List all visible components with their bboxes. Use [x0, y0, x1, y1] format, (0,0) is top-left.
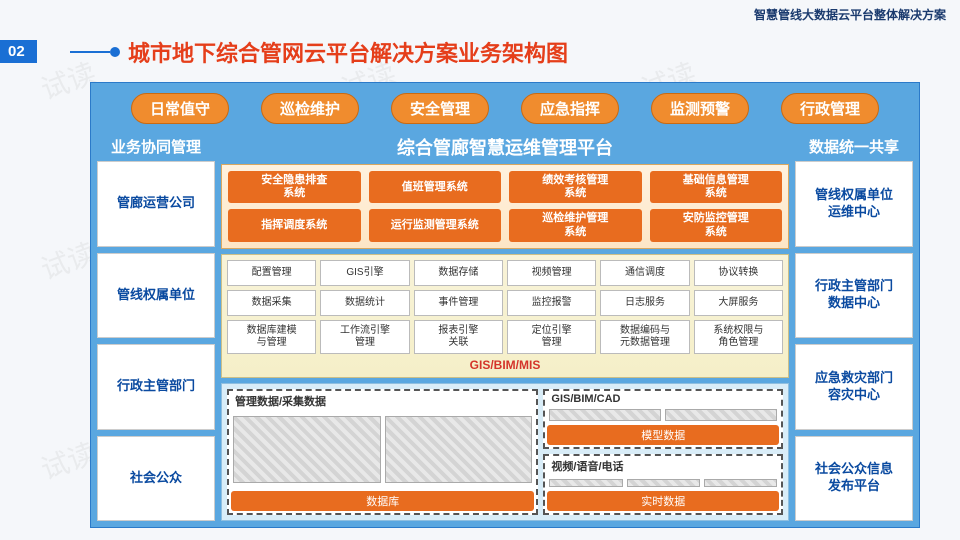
pill-monitor: 监测预警 [651, 93, 749, 124]
mod-location: 定位引擎管理 [507, 320, 596, 354]
mod-report: 报表引擎关联 [414, 320, 503, 354]
realtime-img-3 [704, 479, 777, 487]
realtime-img-2 [627, 479, 700, 487]
mod-monitor-alarm: 监控报警 [507, 290, 596, 316]
mod-event: 事件管理 [414, 290, 503, 316]
mod-config: 配置管理 [227, 260, 316, 286]
pill-safety: 安全管理 [391, 93, 489, 124]
mod-data-storage: 数据存储 [414, 260, 503, 286]
mod-comm-dispatch: 通信调度 [600, 260, 689, 286]
manage-img-1 [233, 416, 381, 483]
mod-auth-role: 系统权限与角色管理 [694, 320, 783, 354]
systems-box: 安全隐患排查系统 值班管理系统 绩效考核管理系统 基础信息管理系统 指挥调度系统… [221, 164, 789, 249]
page-title: 城市地下综合管网云平台解决方案业务架构图 [128, 36, 568, 68]
sys-dispatch: 指挥调度系统 [228, 209, 361, 241]
panel-manage-body [229, 411, 536, 489]
data-sources-box: GIS/BIM/CAD 模型数据 管理数据/采集数据 数据库 [221, 383, 789, 521]
title-row: 城市地下综合管网云平台解决方案业务架构图 [70, 36, 940, 68]
mod-video: 视频管理 [507, 260, 596, 286]
sys-operation-monitor: 运行监测管理系统 [369, 209, 502, 241]
right-header: 数据统一共享 [795, 132, 913, 161]
sys-duty: 值班管理系统 [369, 171, 502, 203]
pill-daily: 日常值守 [131, 93, 229, 124]
pill-emergency: 应急指挥 [521, 93, 619, 124]
left-box-3: 行政主管部门 [97, 344, 215, 430]
center-title: 综合管廊智慧运维管理平台 [221, 132, 789, 164]
top-pill-row: 日常值守 巡检维护 安全管理 应急指挥 监测预警 行政管理 [97, 89, 913, 132]
model-img-1 [549, 409, 661, 420]
left-box-4: 社会公众 [97, 436, 215, 522]
sys-inspection-maint: 巡检维护管理系统 [509, 209, 642, 241]
title-line [70, 51, 110, 53]
header-subtitle: 智慧管线大数据云平台整体解决方案 [754, 6, 946, 23]
mod-gis-engine: GIS引擎 [320, 260, 409, 286]
mod-workflow: 工作流引擎管理 [320, 320, 409, 354]
architecture-diagram: 日常值守 巡检维护 安全管理 应急指挥 监测预警 行政管理 业务协同管理 管廊运… [90, 82, 920, 528]
sys-performance: 绩效考核管理系统 [509, 171, 642, 203]
mod-data-stat: 数据统计 [320, 290, 409, 316]
center-column: 综合管廊智慧运维管理平台 安全隐患排查系统 值班管理系统 绩效考核管理系统 基础… [221, 132, 789, 521]
mod-protocol: 协议转换 [694, 260, 783, 286]
systems-row-1: 安全隐患排查系统 值班管理系统 绩效考核管理系统 基础信息管理系统 [228, 171, 782, 203]
modules-box: 配置管理 GIS引擎 数据存储 视频管理 通信调度 协议转换 数据采集 数据统计… [221, 254, 789, 378]
mod-log: 日志服务 [600, 290, 689, 316]
right-box-4: 社会公众信息发布平台 [795, 436, 913, 522]
left-column: 业务协同管理 管廊运营公司 管线权属单位 行政主管部门 社会公众 [97, 132, 215, 521]
pill-inspection: 巡检维护 [261, 93, 359, 124]
left-box-1: 管廊运营公司 [97, 161, 215, 247]
mod-bigscreen: 大屏服务 [694, 290, 783, 316]
panel-realtime-footer: 实时数据 [547, 491, 779, 511]
panel-realtime-body [545, 476, 781, 489]
right-box-3: 应急救灾部门容灾中心 [795, 344, 913, 430]
sys-baseinfo: 基础信息管理系统 [650, 171, 783, 203]
modules-grid: 配置管理 GIS引擎 数据存储 视频管理 通信调度 协议转换 数据采集 数据统计… [227, 260, 783, 354]
panel-realtime-title: 视频/语音/电话 [545, 456, 781, 476]
title-dot [110, 47, 120, 57]
right-box-2: 行政主管部门数据中心 [795, 253, 913, 339]
left-header: 业务协同管理 [97, 132, 215, 161]
model-img-2 [665, 409, 777, 420]
pill-admin: 行政管理 [781, 93, 879, 124]
gis-bim-mis-label: GIS/BIM/MIS [227, 358, 783, 372]
panel-model-title: GIS/BIM/CAD [545, 391, 781, 407]
manage-img-2 [385, 416, 533, 483]
sys-safety-hazard: 安全隐患排查系统 [228, 171, 361, 203]
panel-model-footer: 模型数据 [547, 425, 779, 445]
sys-security-monitor: 安防监控管理系统 [650, 209, 783, 241]
left-box-2: 管线权属单位 [97, 253, 215, 339]
panel-manage-footer: 数据库 [231, 491, 534, 511]
panel-model-data: GIS/BIM/CAD 模型数据 [543, 389, 783, 450]
panel-manage-title: 管理数据/采集数据 [229, 391, 536, 411]
panel-manage-data: 管理数据/采集数据 数据库 [227, 389, 538, 515]
mod-db-model: 数据库建模与管理 [227, 320, 316, 354]
panel-model-body [545, 407, 781, 424]
mod-data-collect: 数据采集 [227, 290, 316, 316]
panel-realtime-data: 视频/语音/电话 实时数据 [543, 454, 783, 515]
mod-encoding: 数据编码与元数据管理 [600, 320, 689, 354]
realtime-img-1 [549, 479, 622, 487]
body-row: 业务协同管理 管廊运营公司 管线权属单位 行政主管部门 社会公众 综合管廊智慧运… [97, 132, 913, 521]
right-column: 数据统一共享 管线权属单位运维中心 行政主管部门数据中心 应急救灾部门容灾中心 … [795, 132, 913, 521]
section-badge: 02 [0, 40, 37, 63]
right-box-1: 管线权属单位运维中心 [795, 161, 913, 247]
systems-row-2: 指挥调度系统 运行监测管理系统 巡检维护管理系统 安防监控管理系统 [228, 209, 782, 241]
